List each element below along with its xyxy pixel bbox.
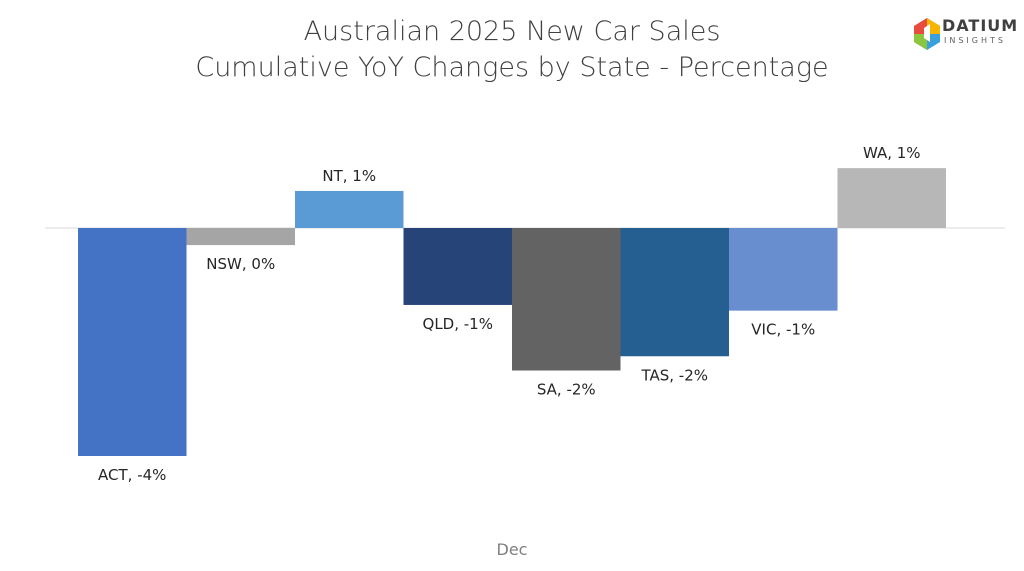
data-label-tas: TAS, -2% — [640, 366, 708, 384]
bar-tas — [620, 228, 729, 357]
bar-vic — [729, 228, 838, 311]
bar-nt — [295, 190, 404, 228]
bar-nsw — [186, 228, 295, 246]
data-label-qld: QLD, -1% — [423, 315, 493, 333]
data-label-nsw: NSW, 0% — [206, 255, 275, 273]
data-label-vic: VIC, -1% — [751, 321, 815, 339]
logo-name: DATIUM — [942, 16, 1019, 35]
logo-subtitle: INSIGHTS — [944, 36, 1006, 45]
x-axis-label: Dec — [497, 540, 528, 559]
data-label-sa: SA, -2% — [537, 381, 596, 399]
logo-hexagon-icon — [914, 18, 940, 50]
chart-title: Australian 2025 New Car Sales Cumulative… — [0, 14, 1024, 86]
data-label-act: ACT, -4% — [98, 466, 166, 484]
bar-act — [78, 228, 187, 456]
data-label-nt: NT, 1% — [322, 167, 376, 185]
data-label-wa: WA, 1% — [863, 144, 921, 162]
bar-sa — [512, 228, 621, 371]
chart-subtitle: Cumulative YoY Changes by State - Percen… — [195, 52, 829, 83]
datium-logo: DATIUM INSIGHTS — [912, 14, 1022, 54]
bar-wa — [837, 168, 946, 228]
chart-title-main: Australian 2025 New Car Sales — [303, 16, 721, 47]
bar-qld — [403, 228, 512, 305]
